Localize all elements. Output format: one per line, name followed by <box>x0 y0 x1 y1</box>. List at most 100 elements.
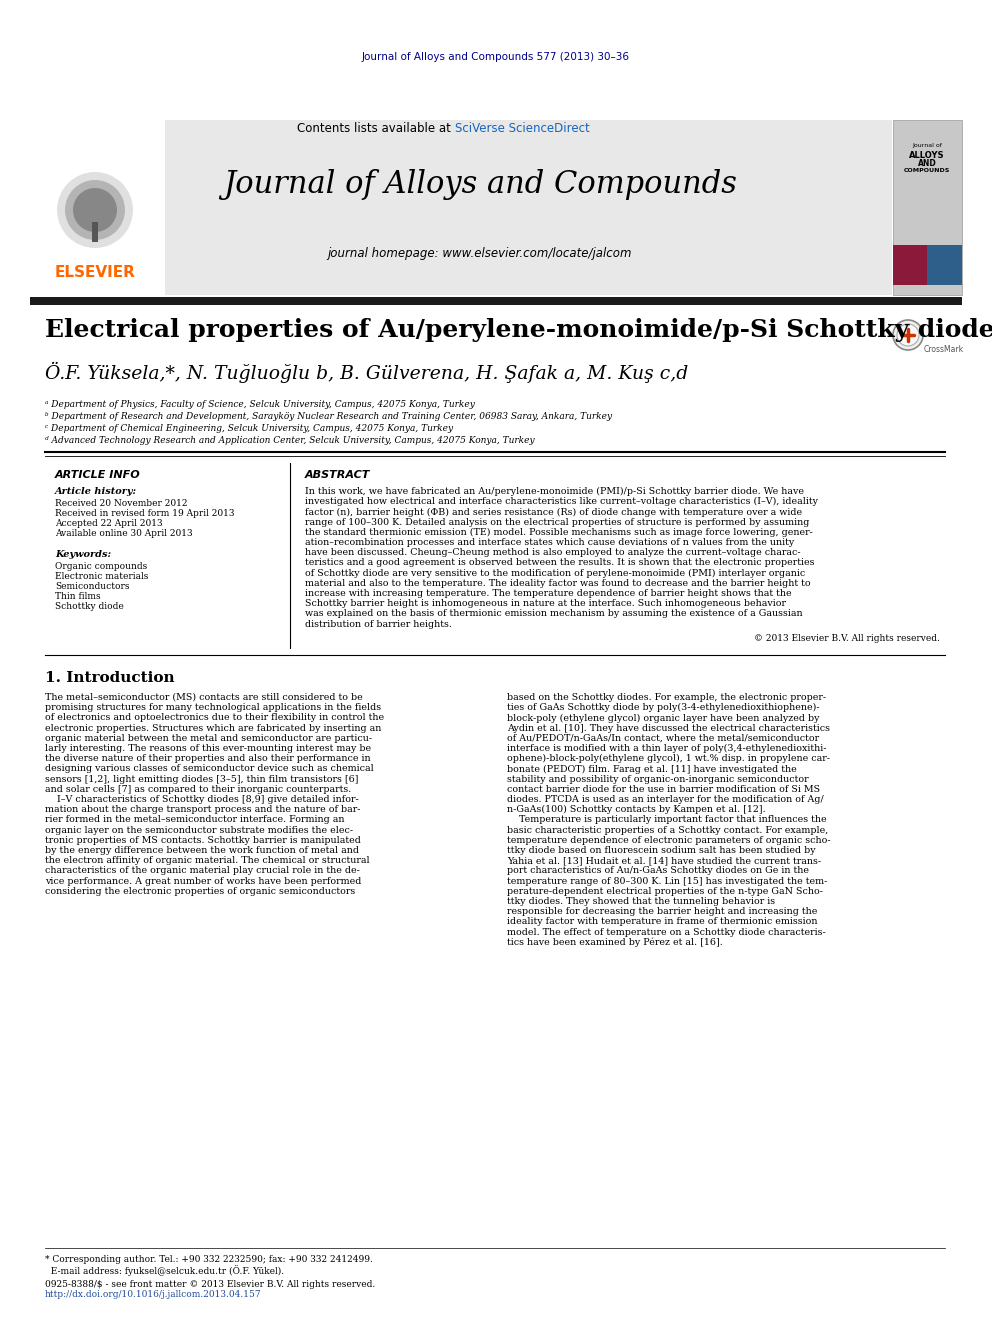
Text: Yahia et al. [13] Hudait et al. [14] have studied the current trans-: Yahia et al. [13] Hudait et al. [14] hav… <box>507 856 821 865</box>
Text: of Au/PEDOT/n-GaAs/In contact, where the metal/semiconductor: of Au/PEDOT/n-GaAs/In contact, where the… <box>507 734 819 742</box>
Text: was explained on the basis of thermionic emission mechanism by assuming the exis: was explained on the basis of thermionic… <box>305 610 803 618</box>
Text: material and also to the temperature. The ideality factor was found to decrease : material and also to the temperature. Th… <box>305 578 810 587</box>
Text: The metal–semiconductor (MS) contacts are still considered to be: The metal–semiconductor (MS) contacts ar… <box>45 693 363 703</box>
Text: ᵇ Department of Research and Development, Sarayköy Nuclear Research and Training: ᵇ Department of Research and Development… <box>45 411 612 421</box>
Text: Received in revised form 19 April 2013: Received in revised form 19 April 2013 <box>55 509 234 519</box>
Circle shape <box>65 180 125 239</box>
Text: characteristics of the organic material play crucial role in the de-: characteristics of the organic material … <box>45 867 360 876</box>
Text: model. The effect of temperature on a Schottky diode characteris-: model. The effect of temperature on a Sc… <box>507 927 825 937</box>
Circle shape <box>57 172 133 247</box>
Text: vice performance. A great number of works have been performed: vice performance. A great number of work… <box>45 877 361 885</box>
Text: based on the Schottky diodes. For example, the electronic proper-: based on the Schottky diodes. For exampl… <box>507 693 826 703</box>
Text: designing various classes of semiconductor device such as chemical: designing various classes of semiconduct… <box>45 765 374 774</box>
Text: COMPOUNDS: COMPOUNDS <box>904 168 950 173</box>
Text: increase with increasing temperature. The temperature dependence of barrier heig: increase with increasing temperature. Th… <box>305 589 792 598</box>
Circle shape <box>73 188 117 232</box>
Bar <box>92 222 98 242</box>
Text: temperature dependence of electronic parameters of organic scho-: temperature dependence of electronic par… <box>507 836 830 845</box>
Text: SciVerse ScienceDirect: SciVerse ScienceDirect <box>455 122 590 135</box>
Text: responsible for decreasing the barrier height and increasing the: responsible for decreasing the barrier h… <box>507 908 817 917</box>
Text: ABSTRACT: ABSTRACT <box>305 470 370 480</box>
Text: rier formed in the metal–semiconductor interface. Forming an: rier formed in the metal–semiconductor i… <box>45 815 344 824</box>
Text: ation–recombination processes and interface states which cause deviations of n v: ation–recombination processes and interf… <box>305 538 795 546</box>
Bar <box>893 245 927 284</box>
Text: Journal of Alloys and Compounds: Journal of Alloys and Compounds <box>223 169 737 201</box>
Bar <box>30 120 892 295</box>
Text: In this work, we have fabricated an Au/perylene-monoimide (PMI)/p-Si Schottky ba: In this work, we have fabricated an Au/p… <box>305 487 804 496</box>
Text: tronic properties of MS contacts. Schottky barrier is manipulated: tronic properties of MS contacts. Schott… <box>45 836 361 845</box>
Text: Contents lists available at: Contents lists available at <box>298 122 455 135</box>
Text: temperature range of 80–300 K. Lin [15] has investigated the tem-: temperature range of 80–300 K. Lin [15] … <box>507 877 827 885</box>
Text: tics have been examined by Pérez et al. [16].: tics have been examined by Pérez et al. … <box>507 938 723 947</box>
Text: Temperature is particularly important factor that influences the: Temperature is particularly important fa… <box>507 815 826 824</box>
Text: Organic compounds: Organic compounds <box>55 562 147 572</box>
Text: Electronic materials: Electronic materials <box>55 572 149 581</box>
Text: Aydin et al. [10]. They have discussed the electrical characteristics: Aydin et al. [10]. They have discussed t… <box>507 724 830 733</box>
Text: mation about the charge transport process and the nature of bar-: mation about the charge transport proces… <box>45 806 360 814</box>
Bar <box>893 120 962 295</box>
Text: Semiconductors: Semiconductors <box>55 582 130 591</box>
Text: http://dx.doi.org/10.1016/j.jallcom.2013.04.157: http://dx.doi.org/10.1016/j.jallcom.2013… <box>45 1290 262 1299</box>
Text: larly interesting. The reasons of this ever-mounting interest may be: larly interesting. The reasons of this e… <box>45 744 371 753</box>
Bar <box>927 245 962 284</box>
Text: ttky diode based on fluorescein sodium salt has been studied by: ttky diode based on fluorescein sodium s… <box>507 845 815 855</box>
Text: basic characteristic properties of a Schottky contact. For example,: basic characteristic properties of a Sch… <box>507 826 828 835</box>
Text: distribution of barrier heights.: distribution of barrier heights. <box>305 619 452 628</box>
Text: interface is modified with a thin layer of poly(3,4-ethylenedioxithi-: interface is modified with a thin layer … <box>507 744 826 753</box>
Text: * Corresponding author. Tel.: +90 332 2232590; fax: +90 332 2412499.: * Corresponding author. Tel.: +90 332 22… <box>45 1256 373 1263</box>
Text: ideality factor with temperature in frame of thermionic emission: ideality factor with temperature in fram… <box>507 917 817 926</box>
Text: ᵈ Advanced Technology Research and Application Center, Selcuk University, Campus: ᵈ Advanced Technology Research and Appli… <box>45 437 535 445</box>
Text: by the energy difference between the work function of metal and: by the energy difference between the wor… <box>45 845 359 855</box>
Text: port characteristics of Au/n-GaAs Schottky diodes on Ge in the: port characteristics of Au/n-GaAs Schott… <box>507 867 809 876</box>
Text: ELSEVIER: ELSEVIER <box>55 265 136 280</box>
Text: ttky diodes. They showed that the tunneling behavior is: ttky diodes. They showed that the tunnel… <box>507 897 775 906</box>
Text: promising structures for many technological applications in the fields: promising structures for many technologi… <box>45 704 381 712</box>
Text: Electrical properties of Au/perylene-monoimide/p-Si Schottky diode: Electrical properties of Au/perylene-mon… <box>45 318 992 343</box>
Text: Accepted 22 April 2013: Accepted 22 April 2013 <box>55 519 163 528</box>
Text: of electronics and optoelectronics due to their flexibility in control the: of electronics and optoelectronics due t… <box>45 713 384 722</box>
Text: ties of GaAs Schottky diode by poly(3-4-ethylenedioxithiophene)-: ties of GaAs Schottky diode by poly(3-4-… <box>507 704 819 712</box>
Text: contact barrier diode for the use in barrier modification of Si MS: contact barrier diode for the use in bar… <box>507 785 820 794</box>
Text: Journal of Alloys and Compounds 577 (2013) 30–36: Journal of Alloys and Compounds 577 (201… <box>362 52 630 62</box>
Text: Journal of: Journal of <box>912 143 942 147</box>
Text: the electron affinity of organic material. The chemical or structural: the electron affinity of organic materia… <box>45 856 370 865</box>
Text: E-mail address: fyuksel@selcuk.edu.tr (Ö.F. Yükel).: E-mail address: fyuksel@selcuk.edu.tr (Ö… <box>45 1265 284 1275</box>
Text: ᶜ Department of Chemical Engineering, Selcuk University, Campus, 42075 Konya, Tu: ᶜ Department of Chemical Engineering, Se… <box>45 423 453 433</box>
Text: the diverse nature of their properties and also their performance in: the diverse nature of their properties a… <box>45 754 371 763</box>
Text: Article history:: Article history: <box>55 487 137 496</box>
Text: Received 20 November 2012: Received 20 November 2012 <box>55 499 187 508</box>
Text: organic layer on the semiconductor substrate modifies the elec-: organic layer on the semiconductor subst… <box>45 826 353 835</box>
Ellipse shape <box>897 324 919 347</box>
Text: Schottky barrier height is inhomogeneous in nature at the interface. Such inhomo: Schottky barrier height is inhomogeneous… <box>305 599 786 609</box>
Text: teristics and a good agreement is observed between the results. It is shown that: teristics and a good agreement is observ… <box>305 558 814 568</box>
Text: 1. Introduction: 1. Introduction <box>45 671 175 685</box>
Text: Keywords:: Keywords: <box>55 550 111 560</box>
Text: 0925-8388/$ - see front matter © 2013 Elsevier B.V. All rights reserved.: 0925-8388/$ - see front matter © 2013 El… <box>45 1279 375 1289</box>
Text: ARTICLE INFO: ARTICLE INFO <box>55 470 141 480</box>
Text: the standard thermionic emission (TE) model. Possible mechanisms such as image f: the standard thermionic emission (TE) mo… <box>305 528 812 537</box>
Text: electronic properties. Structures which are fabricated by inserting an: electronic properties. Structures which … <box>45 724 381 733</box>
Text: stability and possibility of organic-on-inorganic semiconductor: stability and possibility of organic-on-… <box>507 774 808 783</box>
Text: AND: AND <box>918 159 936 168</box>
Text: have been discussed. Cheung–Cheung method is also employed to analyze the curren: have been discussed. Cheung–Cheung metho… <box>305 548 801 557</box>
Text: factor (n), barrier height (ΦB) and series resistance (Rs) of diode change with : factor (n), barrier height (ΦB) and seri… <box>305 508 803 516</box>
Text: CrossMark: CrossMark <box>924 345 964 355</box>
Bar <box>30 120 165 295</box>
Text: of Schottky diode are very sensitive to the modification of perylene-monoimide (: of Schottky diode are very sensitive to … <box>305 569 806 578</box>
Text: block-poly (ethylene glycol) organic layer have been analyzed by: block-poly (ethylene glycol) organic lay… <box>507 713 819 722</box>
Text: Thin films: Thin films <box>55 591 100 601</box>
Text: ᵃ Department of Physics, Faculty of Science, Selcuk University, Campus, 42075 Ko: ᵃ Department of Physics, Faculty of Scie… <box>45 400 475 409</box>
Text: investigated how electrical and interface characteristics like current–voltage c: investigated how electrical and interfac… <box>305 497 818 507</box>
Bar <box>30 296 962 306</box>
Text: and solar cells [7] as compared to their inorganic counterparts.: and solar cells [7] as compared to their… <box>45 785 351 794</box>
Text: range of 100–300 K. Detailed analysis on the electrical properties of structure : range of 100–300 K. Detailed analysis on… <box>305 517 809 527</box>
Text: Available online 30 April 2013: Available online 30 April 2013 <box>55 529 192 538</box>
Text: Ö.F. Yüksela,*, N. Tuğluоğlu b, B. Gülverena, H. Şafak a, M. Kuş c,d: Ö.F. Yüksela,*, N. Tuğluоğlu b, B. Gülve… <box>45 363 688 384</box>
Text: bonate (PEDOT) film. Farag et al. [11] have investigated the: bonate (PEDOT) film. Farag et al. [11] h… <box>507 765 797 774</box>
Text: I–V characteristics of Schottky diodes [8,9] give detailed infor-: I–V characteristics of Schottky diodes [… <box>45 795 359 804</box>
Text: perature-dependent electrical properties of the n-type GaN Scho-: perature-dependent electrical properties… <box>507 886 823 896</box>
Text: sensors [1,2], light emitting diodes [3–5], thin film transistors [6]: sensors [1,2], light emitting diodes [3–… <box>45 774 358 783</box>
Text: Schottky diode: Schottky diode <box>55 602 124 611</box>
Text: ophene)-block-poly(ethylene glycol), 1 wt.% disp. in propylene car-: ophene)-block-poly(ethylene glycol), 1 w… <box>507 754 830 763</box>
Text: ALLOYS: ALLOYS <box>910 151 944 160</box>
